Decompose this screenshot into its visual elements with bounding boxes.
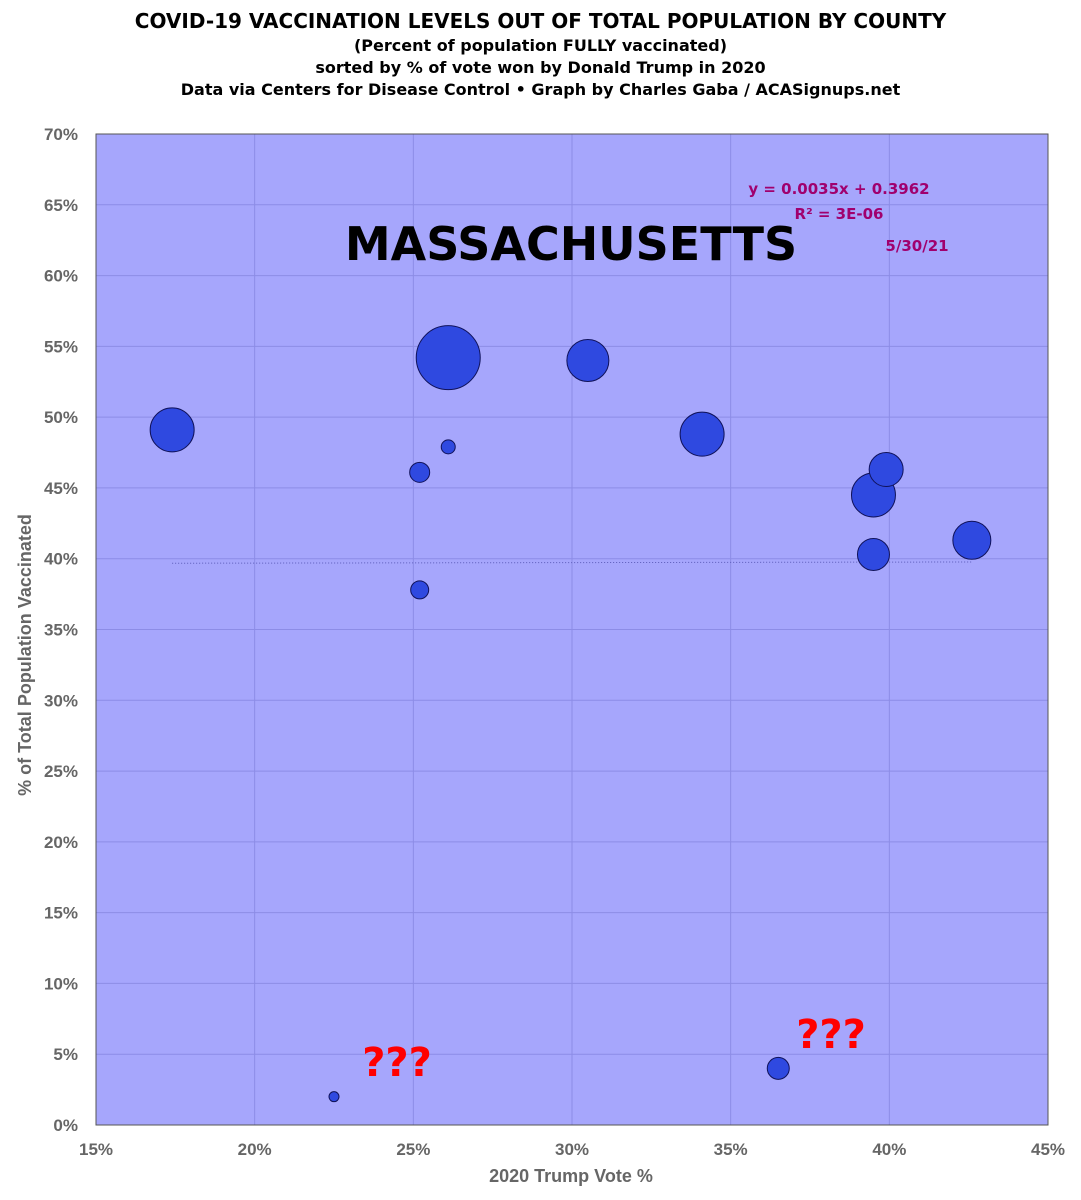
y-tick-label: 60% <box>44 267 78 286</box>
date-label: 5/30/21 <box>885 237 948 255</box>
county-bubble <box>679 411 725 457</box>
chart-header: COVID-19 VACCINATION LEVELS OUT OF TOTAL… <box>0 8 1081 101</box>
y-tick-label: 40% <box>44 550 78 569</box>
county-bubble <box>440 439 456 455</box>
county-bubble <box>415 325 481 391</box>
question-mark-label-right: ??? <box>796 1012 866 1058</box>
header-title: COVID-19 VACCINATION LEVELS OUT OF TOTAL… <box>134 9 947 33</box>
y-axis-ticks: 0% 5% 10% 15% 20% 25% 30% 35% 40% 45% 50% 55% 60% 65%… <box>44 125 78 1135</box>
y-tick-label: 55% <box>44 337 78 356</box>
county-bubble <box>766 1056 790 1080</box>
data-points <box>149 325 992 1103</box>
y-tick-label: 20% <box>44 833 78 852</box>
x-tick-label: 35% <box>714 1140 748 1159</box>
plot-frame <box>95 133 1049 1126</box>
x-tick-label: 25% <box>396 1140 430 1159</box>
x-tick-label: 40% <box>872 1140 906 1159</box>
county-bubble <box>410 580 430 600</box>
y-tick-label: 5% <box>53 1045 78 1064</box>
header-source: Data via Centers for Disease Control • G… <box>180 80 901 99</box>
y-axis-title: % of Total Population Vaccinated <box>15 514 35 796</box>
y-tick-label: 25% <box>44 762 78 781</box>
y-tick-label: 15% <box>44 904 78 923</box>
trend-equation: y = 0.0035x + 0.3962 <box>748 180 929 198</box>
header-sort-note: sorted by % of vote won by Donald Trump … <box>315 58 766 77</box>
county-bubble <box>328 1091 340 1103</box>
y-tick-label: 10% <box>44 974 78 993</box>
x-axis-ticks: 15% 20% 25% 30% 35% 40% 45% <box>79 1140 1065 1159</box>
trendline <box>172 561 972 564</box>
county-bubble <box>868 452 904 488</box>
y-tick-label: 70% <box>44 125 78 144</box>
chart-area: 15% 20% 25% 30% 35% 40% 45% 0% 5% 10% 15% 20% 25% 30… <box>0 118 1081 1200</box>
county-bubble <box>856 537 890 571</box>
county-bubble <box>149 407 195 453</box>
y-tick-label: 65% <box>44 196 78 215</box>
header-subtitle: (Percent of population FULLY vaccinated) <box>353 36 727 55</box>
y-tick-label: 50% <box>44 408 78 427</box>
y-tick-label: 45% <box>44 479 78 498</box>
y-tick-label: 0% <box>53 1116 78 1135</box>
county-bubble <box>566 339 610 383</box>
x-tick-label: 45% <box>1031 1140 1065 1159</box>
county-bubble <box>409 461 431 483</box>
r-squared: R² = 3E-06 <box>795 205 884 223</box>
question-mark-label-left: ??? <box>362 1040 432 1086</box>
y-tick-label: 30% <box>44 691 78 710</box>
x-tick-label: 20% <box>238 1140 272 1159</box>
y-tick-label: 35% <box>44 621 78 640</box>
x-tick-label: 30% <box>555 1140 589 1159</box>
county-bubble <box>952 520 992 560</box>
x-tick-label: 15% <box>79 1140 113 1159</box>
state-label: MASSACHUSETTS <box>345 217 797 271</box>
x-axis-title: 2020 Trump Vote % <box>489 1166 653 1186</box>
scatter-chart: 15% 20% 25% 30% 35% 40% 45% 0% 5% 10% 15% 20% 25% 30… <box>15 125 1065 1186</box>
